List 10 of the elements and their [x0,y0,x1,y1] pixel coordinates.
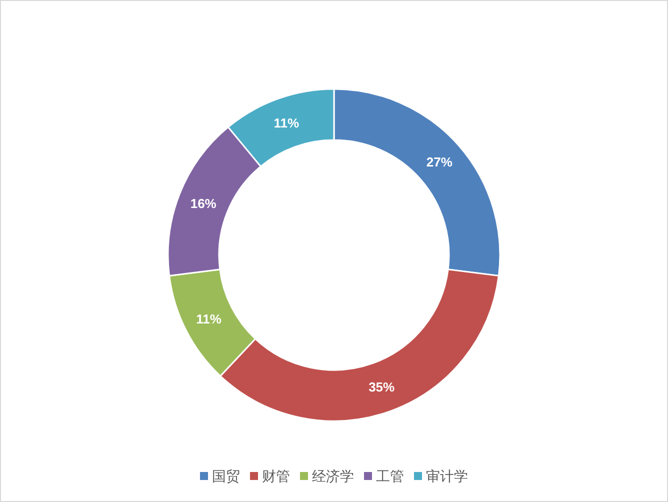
legend-label: 财管 [262,468,290,484]
legend-label: 审计学 [426,468,468,484]
data-label: 27% [426,154,453,170]
legend-label: 经济学 [312,468,354,484]
legend-label: 国贸 [212,468,240,484]
data-label: 11% [196,311,222,326]
data-label: 16% [190,196,217,211]
data-label: 11% [274,115,300,130]
legend-label: 工管 [376,468,404,484]
data-label: 35% [368,380,396,395]
